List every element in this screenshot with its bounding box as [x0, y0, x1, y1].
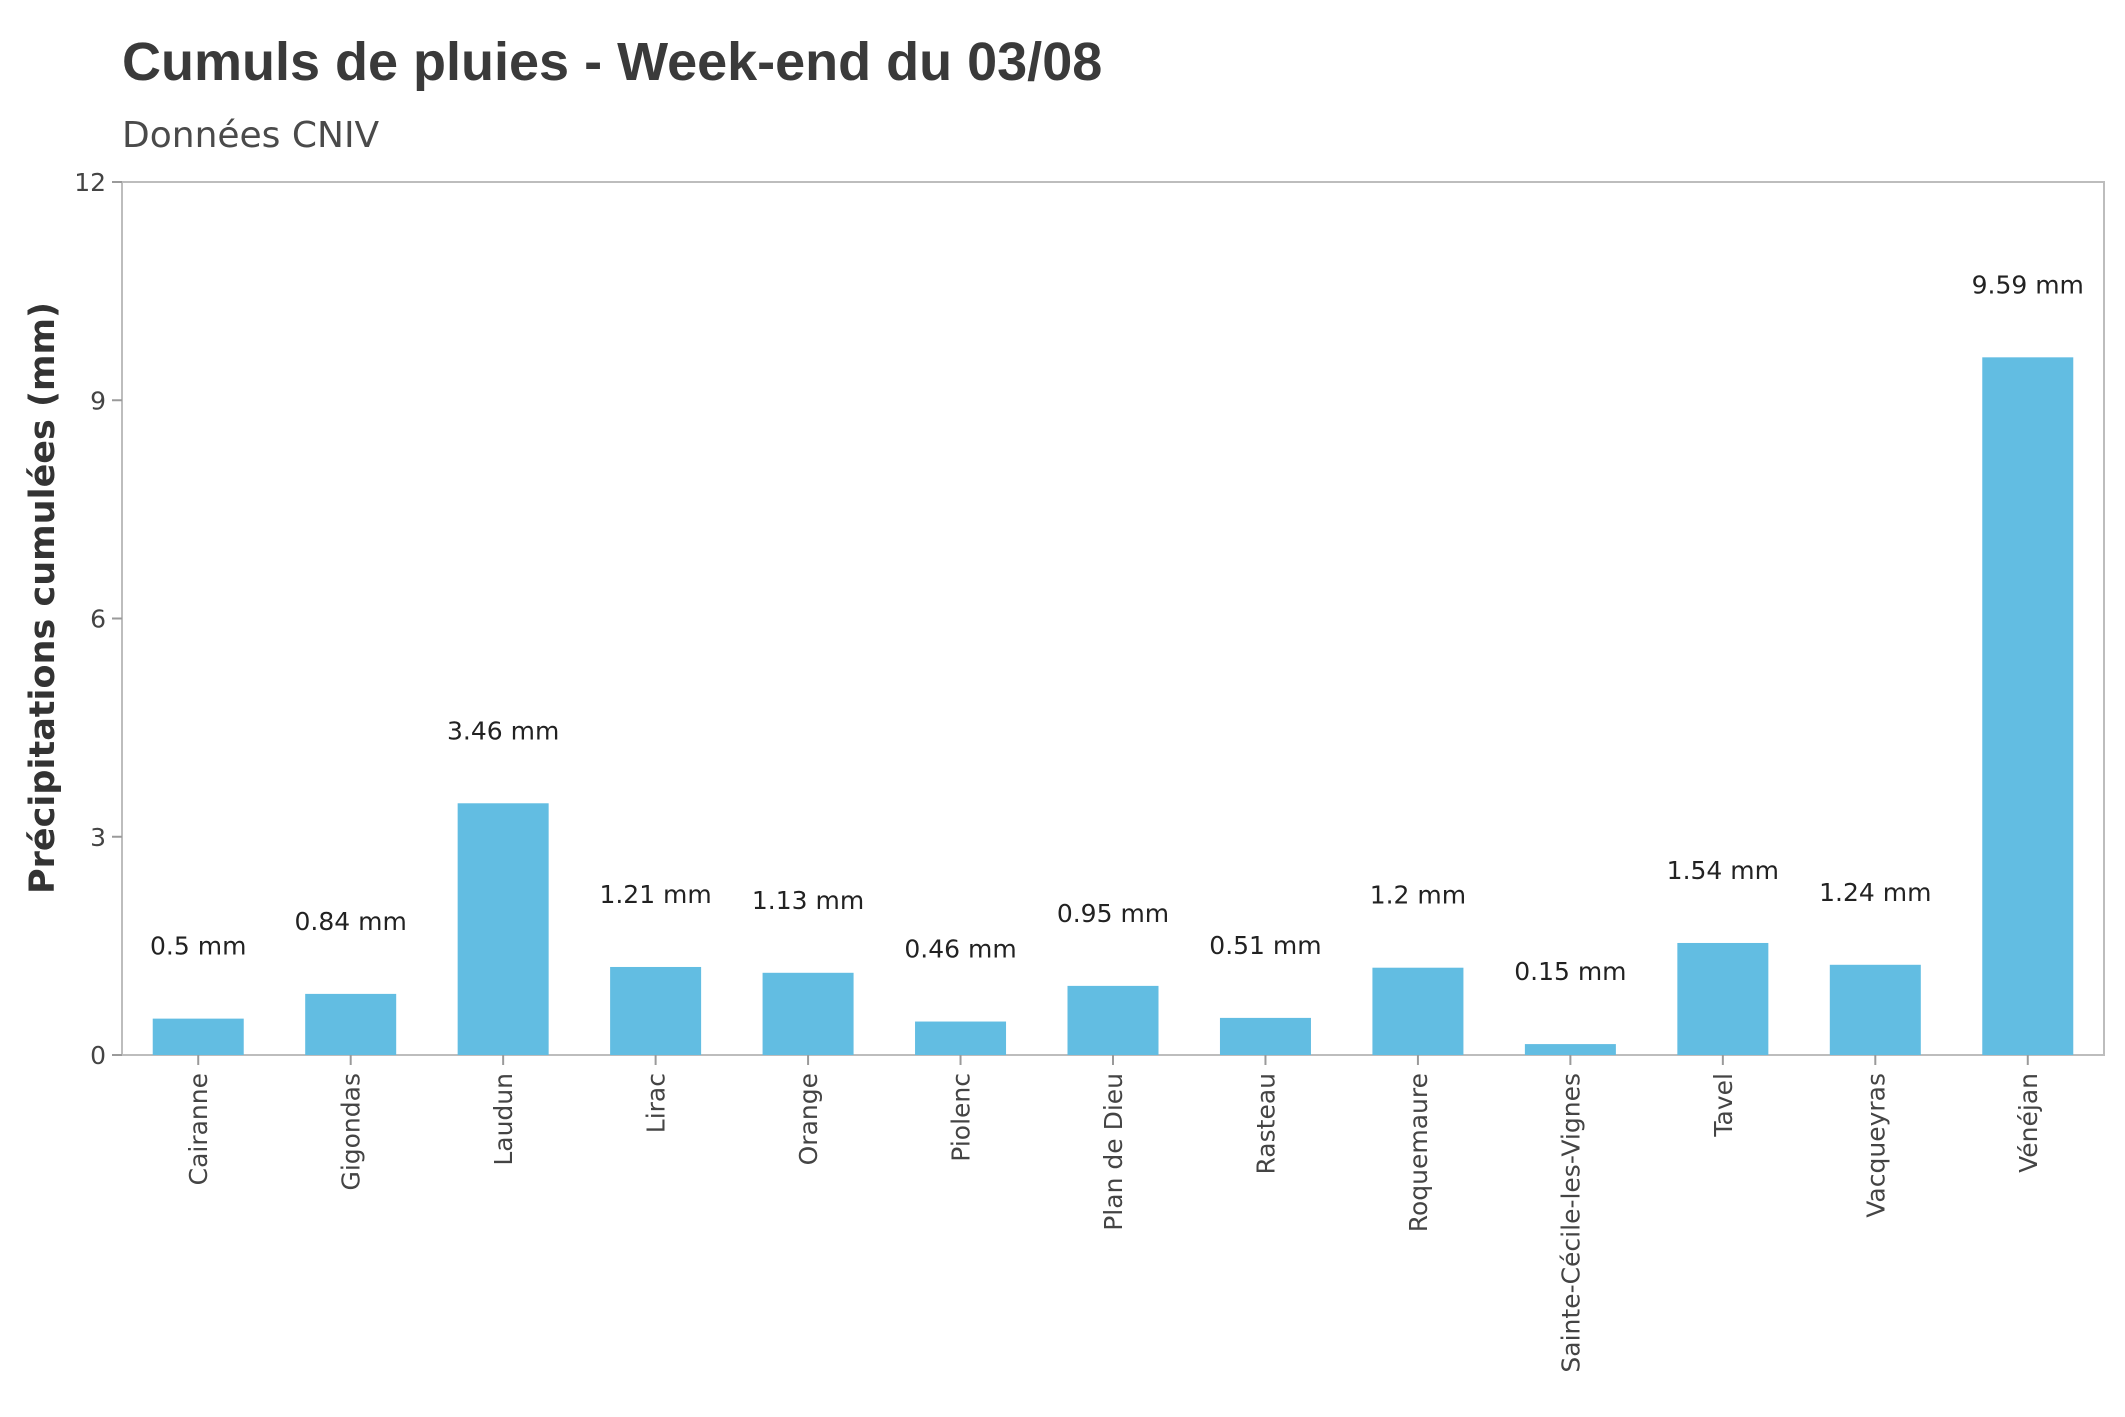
data-label: 0.15 mm: [1514, 957, 1626, 986]
data-label: 1.24 mm: [1819, 878, 1931, 907]
x-tick-label: Orange: [794, 1073, 823, 1165]
x-tick-label: Plan de Dieu: [1099, 1073, 1128, 1231]
data-label: 1.54 mm: [1667, 856, 1779, 885]
bar: [1829, 964, 1921, 1055]
bar: [457, 803, 549, 1055]
y-tick-label: 0: [90, 1041, 106, 1070]
x-axis: Cairanne Gigondas Laudun Lirac Orange Piolenc…: [184, 1055, 2043, 1373]
x-tick-label: Vacqueyras: [1861, 1073, 1890, 1218]
bar: [1677, 942, 1769, 1055]
data-labels: 0.5 mm 0.84 mm 3.46 mm 1.21 mm 1.13 mm 0.46 m…: [150, 270, 2084, 986]
data-label: 0.46 mm: [904, 935, 1016, 964]
chart-title: Cumuls de pluies - Week-end du 03/08: [122, 32, 1102, 92]
data-label: 3.46 mm: [447, 716, 559, 745]
y-axis-label: Précipitations cumulées (mm): [23, 302, 63, 894]
bar: [1372, 967, 1464, 1055]
bar: [610, 966, 702, 1055]
x-tick-label: Cairanne: [184, 1073, 213, 1185]
x-tick-label: Sainte-Cécile-les-Vignes: [1556, 1073, 1585, 1373]
x-tick-label: Laudun: [489, 1073, 518, 1166]
x-tick-label: Tavel: [1709, 1073, 1738, 1138]
bar: [1219, 1017, 1311, 1055]
bars: [152, 357, 2074, 1055]
y-tick-label: 3: [90, 823, 106, 852]
data-label: 1.21 mm: [599, 880, 711, 909]
x-tick-label: Gigondas: [337, 1073, 366, 1191]
data-label: 0.95 mm: [1057, 899, 1169, 928]
data-label: 9.59 mm: [1972, 270, 2084, 299]
bar: [915, 1021, 1007, 1055]
data-label: 0.51 mm: [1209, 931, 1321, 960]
x-tick-label: Vénéjan: [2014, 1073, 2043, 1173]
x-tick-label: Lirac: [642, 1073, 671, 1133]
x-tick-label: Roquemaure: [1404, 1073, 1433, 1232]
y-tick-label: 9: [90, 386, 106, 415]
chart-subtitle: Données CNIV: [122, 115, 380, 156]
bar: [1067, 985, 1159, 1055]
bar: [1524, 1044, 1616, 1055]
x-tick-label: Rasteau: [1251, 1073, 1280, 1175]
data-label: 0.84 mm: [295, 907, 407, 936]
data-label: 0.5 mm: [150, 932, 246, 961]
y-tick-label: 12: [74, 168, 106, 197]
bar: [305, 993, 397, 1055]
bar: [152, 1018, 244, 1055]
bar: [762, 972, 854, 1055]
bar: [1982, 357, 2074, 1055]
y-tick-label: 6: [90, 605, 106, 634]
data-label: 1.13 mm: [752, 886, 864, 915]
data-label: 1.2 mm: [1370, 881, 1466, 910]
x-tick-label: Piolenc: [947, 1073, 976, 1162]
y-axis: 0 3 6 9 12: [74, 168, 122, 1070]
